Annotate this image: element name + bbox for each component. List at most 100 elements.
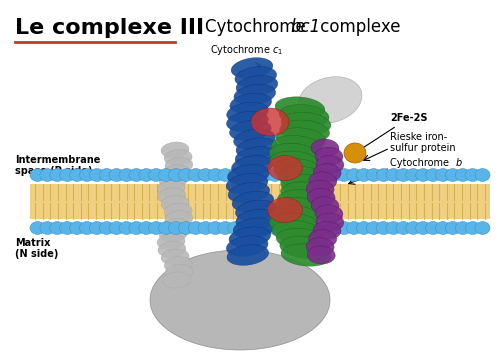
Ellipse shape — [280, 174, 330, 197]
Ellipse shape — [475, 169, 490, 181]
Ellipse shape — [150, 250, 330, 350]
Text: (N side): (N side) — [15, 249, 59, 259]
Ellipse shape — [158, 169, 174, 181]
Ellipse shape — [287, 169, 302, 181]
Ellipse shape — [297, 169, 312, 181]
Ellipse shape — [234, 84, 276, 105]
Ellipse shape — [326, 169, 342, 181]
Ellipse shape — [188, 222, 203, 234]
Ellipse shape — [426, 169, 440, 181]
Ellipse shape — [396, 222, 411, 234]
Ellipse shape — [313, 221, 341, 239]
Ellipse shape — [198, 169, 213, 181]
Ellipse shape — [298, 77, 362, 123]
Ellipse shape — [158, 222, 174, 234]
Text: space (P side): space (P side) — [15, 166, 92, 176]
Ellipse shape — [317, 222, 332, 234]
Ellipse shape — [139, 169, 154, 181]
Ellipse shape — [164, 257, 192, 273]
Ellipse shape — [346, 169, 362, 181]
Ellipse shape — [297, 222, 312, 234]
Ellipse shape — [376, 222, 391, 234]
Ellipse shape — [234, 129, 276, 150]
Ellipse shape — [270, 151, 320, 173]
Ellipse shape — [308, 229, 336, 247]
Ellipse shape — [161, 196, 189, 211]
Ellipse shape — [236, 200, 277, 221]
Ellipse shape — [161, 142, 189, 158]
Ellipse shape — [228, 222, 243, 234]
Ellipse shape — [396, 169, 411, 181]
Ellipse shape — [326, 222, 342, 234]
Ellipse shape — [80, 169, 94, 181]
Ellipse shape — [162, 219, 190, 234]
Ellipse shape — [218, 169, 233, 181]
Text: Rieske iron-: Rieske iron- — [390, 132, 448, 142]
Ellipse shape — [315, 147, 343, 165]
Ellipse shape — [158, 188, 186, 204]
Ellipse shape — [386, 222, 401, 234]
Text: 2Fe-2S: 2Fe-2S — [358, 113, 428, 151]
Ellipse shape — [416, 169, 430, 181]
Ellipse shape — [226, 236, 268, 256]
Ellipse shape — [238, 169, 252, 181]
Ellipse shape — [198, 222, 213, 234]
Text: Cytochrome $c_1$: Cytochrome $c_1$ — [210, 43, 284, 69]
Ellipse shape — [109, 222, 124, 234]
Ellipse shape — [50, 169, 65, 181]
Ellipse shape — [307, 169, 322, 181]
Ellipse shape — [235, 67, 277, 87]
Ellipse shape — [248, 222, 262, 234]
Ellipse shape — [276, 228, 326, 251]
Ellipse shape — [426, 222, 440, 234]
Text: b: b — [456, 158, 462, 168]
Ellipse shape — [148, 222, 164, 234]
Ellipse shape — [275, 97, 325, 119]
Ellipse shape — [232, 156, 273, 176]
Ellipse shape — [178, 222, 194, 234]
Ellipse shape — [475, 222, 490, 234]
Ellipse shape — [316, 213, 344, 231]
Ellipse shape — [226, 173, 268, 194]
Ellipse shape — [307, 222, 322, 234]
Ellipse shape — [306, 238, 334, 256]
Ellipse shape — [230, 93, 272, 114]
Ellipse shape — [99, 222, 114, 234]
Ellipse shape — [307, 246, 335, 264]
Ellipse shape — [80, 222, 94, 234]
Ellipse shape — [277, 169, 292, 181]
Ellipse shape — [233, 218, 275, 239]
Ellipse shape — [40, 222, 55, 234]
Ellipse shape — [416, 222, 430, 234]
Ellipse shape — [226, 111, 268, 132]
Ellipse shape — [231, 58, 273, 78]
Ellipse shape — [60, 169, 74, 181]
Ellipse shape — [161, 249, 189, 265]
Ellipse shape — [228, 169, 243, 181]
Ellipse shape — [218, 222, 233, 234]
Text: Intermembrane: Intermembrane — [15, 155, 100, 165]
Ellipse shape — [158, 241, 186, 257]
Text: complexe: complexe — [315, 18, 400, 36]
Ellipse shape — [40, 169, 55, 181]
Text: Le complexe III: Le complexe III — [15, 18, 204, 38]
Ellipse shape — [356, 169, 372, 181]
Ellipse shape — [30, 222, 45, 234]
Ellipse shape — [386, 169, 401, 181]
Ellipse shape — [455, 222, 470, 234]
Ellipse shape — [188, 169, 203, 181]
Ellipse shape — [168, 169, 184, 181]
Ellipse shape — [276, 128, 326, 150]
Ellipse shape — [436, 222, 450, 234]
Ellipse shape — [164, 203, 192, 219]
Ellipse shape — [226, 102, 268, 123]
Ellipse shape — [311, 139, 339, 157]
Text: Matrix: Matrix — [15, 238, 51, 248]
Ellipse shape — [139, 222, 154, 234]
Ellipse shape — [280, 120, 330, 142]
Ellipse shape — [446, 169, 460, 181]
Ellipse shape — [208, 222, 223, 234]
Ellipse shape — [162, 272, 190, 288]
Ellipse shape — [165, 211, 193, 227]
Ellipse shape — [229, 227, 270, 247]
